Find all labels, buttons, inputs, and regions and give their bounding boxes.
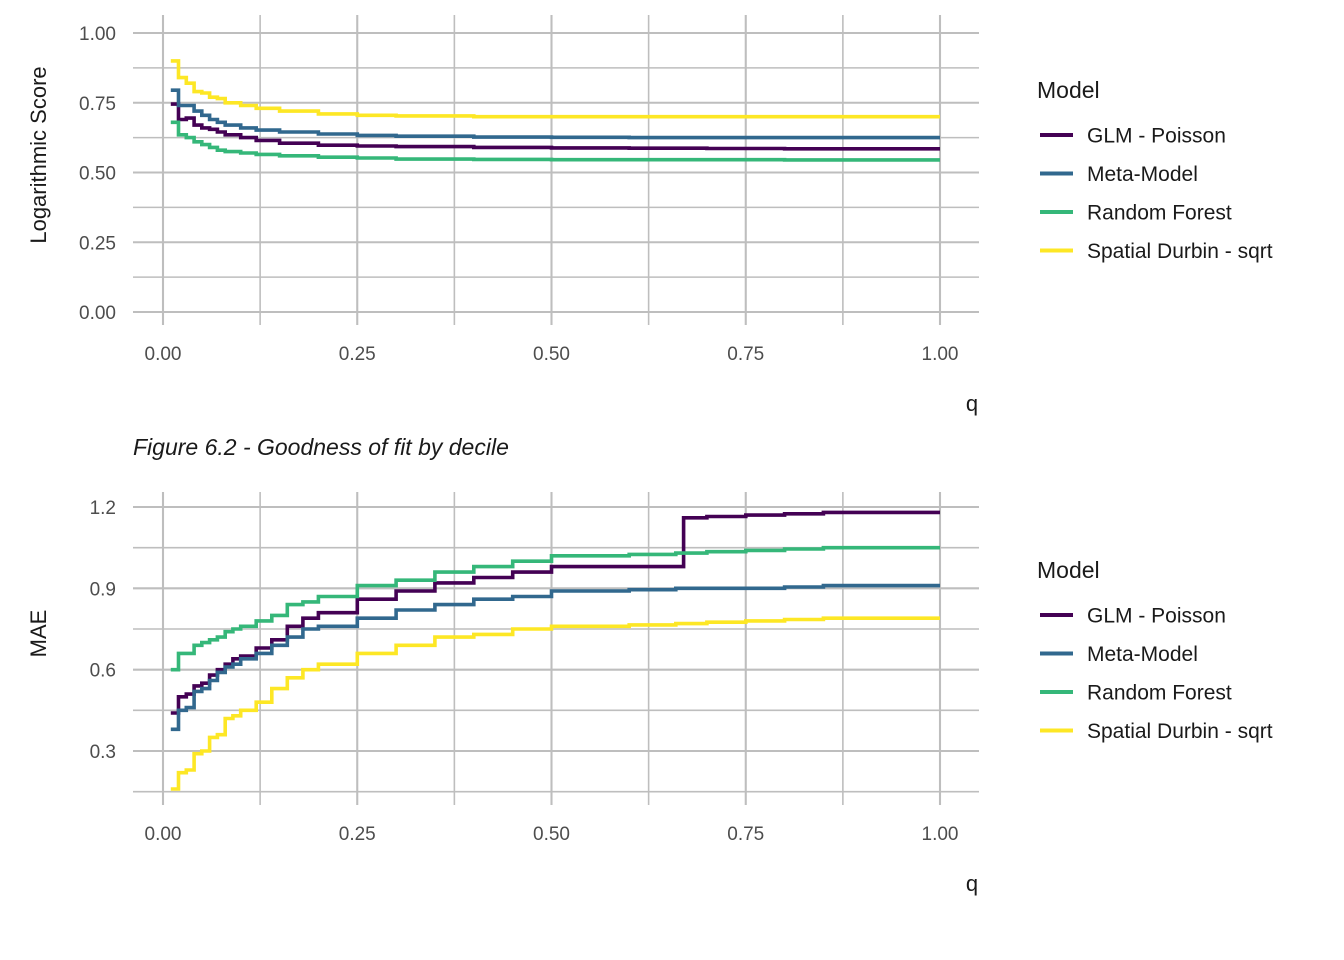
y-tick-label: 1.00 <box>79 24 116 45</box>
x-tick-label: 0.00 <box>145 824 182 845</box>
legend-title: Model <box>1037 77 1100 103</box>
gridlines <box>133 492 979 805</box>
x-tick-label: 0.25 <box>339 344 376 365</box>
y-tick-label: 0.25 <box>79 233 116 254</box>
series-line-spatial-durbin-sqrt <box>170 59 940 119</box>
y-tick-label: 0.50 <box>79 164 116 185</box>
series-line-meta-model <box>170 88 940 140</box>
x-axis-title: q <box>966 871 978 896</box>
series-line-random-forest <box>170 120 940 162</box>
legend: Model GLM - Poisson Meta-Model Random Fores… <box>1037 557 1273 743</box>
x-tick-label: 0.75 <box>727 344 764 365</box>
series-line-spatial-durbin-sqrt <box>170 616 940 791</box>
x-tick-label: 0.50 <box>533 824 570 845</box>
log-score-panel: 0.00 0.25 0.50 0.75 1.00 0.00 0.25 0.50 0.75 1.00… <box>26 15 1273 416</box>
y-tick-label: 0.75 <box>79 94 116 115</box>
y-tick-label: 0.00 <box>79 303 116 324</box>
legend-title: Model <box>1037 557 1100 583</box>
mae-panel: 0.00 0.25 0.50 0.75 1.00 0.3 0.6 0.9 1.2 q MAE Mode… <box>26 492 1273 896</box>
y-tick-label: 0.3 <box>90 742 116 763</box>
series-line-meta-model <box>170 583 940 732</box>
legend-label-glm-poisson: GLM - Poisson <box>1087 125 1226 148</box>
x-tick-label: 0.00 <box>145 344 182 365</box>
legend: Model GLM - Poisson Meta-Model Random Fores… <box>1037 77 1273 263</box>
legend-label-glm-poisson: GLM - Poisson <box>1087 605 1226 628</box>
y-tick-label: 0.6 <box>90 661 116 682</box>
legend-label-random-forest: Random Forest <box>1087 682 1232 705</box>
x-tick-label: 0.50 <box>533 344 570 365</box>
y-axis-title: MAE <box>26 610 51 658</box>
y-axis-title: Logarithmic Score <box>26 66 51 243</box>
series-line-random-forest <box>170 545 940 672</box>
x-axis-title: q <box>966 391 978 416</box>
legend-label-random-forest: Random Forest <box>1087 202 1232 225</box>
gridlines <box>133 15 979 325</box>
legend-label-meta-model: Meta-Model <box>1087 163 1198 186</box>
x-tick-label: 1.00 <box>922 824 959 845</box>
x-tick-label: 0.25 <box>339 824 376 845</box>
x-tick-label: 1.00 <box>922 344 959 365</box>
legend-label-spatial-durbin-sqrt: Spatial Durbin - sqrt <box>1087 720 1273 743</box>
legend-label-spatial-durbin-sqrt: Spatial Durbin - sqrt <box>1087 240 1273 263</box>
y-tick-label: 1.2 <box>90 498 116 519</box>
legend-label-meta-model: Meta-Model <box>1087 643 1198 666</box>
series-line-glm-poisson <box>170 102 940 151</box>
figure-caption: Figure 6.2 - Goodness of fit by decile <box>133 434 509 460</box>
y-tick-label: 0.9 <box>90 579 116 600</box>
x-tick-label: 0.75 <box>727 824 764 845</box>
